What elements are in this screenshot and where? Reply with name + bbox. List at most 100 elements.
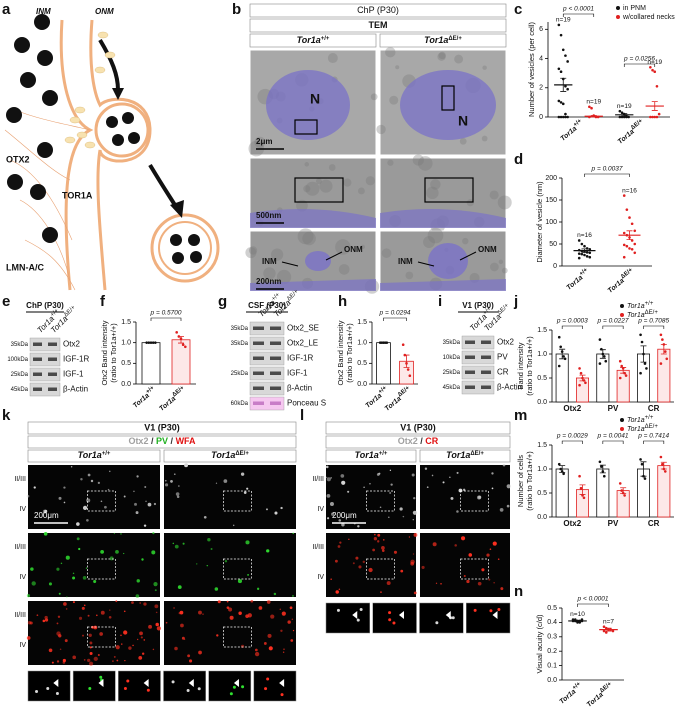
cell [141,652,145,655]
cell [63,501,66,504]
blot-strip [249,396,285,411]
roi-box [223,626,252,648]
band [48,357,57,361]
panel-letter: n [514,583,523,600]
cell [189,659,193,663]
p-bracket [150,317,182,321]
y-axis-label: Number of vesicles (per cell) [527,21,536,117]
cell [426,486,429,489]
inset [163,670,206,702]
data-point [651,68,654,72]
cell [31,581,36,586]
header-box [325,449,417,463]
em-texture [498,259,504,265]
cell [412,553,415,555]
data-point [602,355,606,358]
kda-label: 45kDa [443,385,461,391]
cell [64,639,68,643]
data-point [585,255,589,258]
p-bracket [602,325,624,329]
cell [93,656,98,662]
cell [182,542,185,545]
cell [410,561,415,566]
cell [86,498,91,503]
layer-label: II/III [14,612,26,619]
cell [292,629,295,632]
band [253,356,264,360]
inset [419,602,464,634]
tor1a-label: TOR1A [62,190,93,200]
data-point [653,70,657,73]
gene: Tor1a [627,426,645,433]
cell [241,644,245,648]
p-value: p = 0.0256 [623,56,655,63]
panel-letter: g [218,293,227,310]
cell [72,655,76,660]
protein-label: IGF-1R [63,355,89,364]
cell [62,661,66,664]
cell [388,611,392,615]
cell [358,565,362,569]
cell [442,481,445,484]
kda-label: 25kDa [11,372,29,378]
cell [491,487,494,490]
y-tick-label: 0.1 [547,662,557,669]
y-tick-label: 100 [545,219,557,226]
cell [228,607,233,612]
scale-text: 200nm [256,277,281,286]
cell [83,604,86,607]
cell [460,536,466,541]
band [481,370,491,374]
p-value: p = 0.0041 [597,433,629,440]
legend-marker [620,418,624,422]
cell [44,618,49,622]
genotype-label: Tor1aΔE/+ [605,267,636,295]
em-texture [302,231,316,246]
data-point [643,362,647,365]
allele: +/+ [482,305,493,316]
genotype-label: Tor1aΔE/+ [627,424,658,433]
stain-part: CR [425,436,438,446]
cell [123,610,126,613]
data-point [628,216,631,219]
em-texture [387,159,394,166]
genotype-label: Tor1aΔE/+ [627,310,658,319]
em-texture [263,267,276,280]
em-texture [303,185,311,193]
cell [254,651,260,657]
cell [473,608,477,612]
bar [171,339,191,385]
bar [616,369,630,403]
protein-label: β-Actin [287,384,312,393]
data-point [557,99,561,103]
cell [488,578,491,581]
y-tick-label: 1.0 [537,351,547,358]
data-point [559,33,563,37]
cell [326,517,330,520]
cell [493,582,495,584]
y-tick-label: 1.5 [121,319,131,326]
cell [76,537,80,541]
cell [402,515,405,518]
cell [497,608,501,612]
cell [136,475,139,478]
em-texture [497,195,512,210]
cell [435,582,438,585]
cell [170,480,173,483]
bar [141,342,161,385]
cell [139,631,143,636]
header-box [249,3,507,18]
y-tick-label: 1.0 [121,340,131,347]
cell [215,482,218,484]
category-label: w/collared necks [622,14,675,21]
band [33,357,42,361]
p-value: p = 0.0294 [379,310,411,317]
legend-marker [620,313,624,317]
stain-part: Otx2 [398,436,418,446]
layer-label: IV [19,642,26,649]
cell [463,575,466,578]
category-label: PV [608,519,619,528]
header-box [163,449,297,463]
cell [109,609,111,611]
